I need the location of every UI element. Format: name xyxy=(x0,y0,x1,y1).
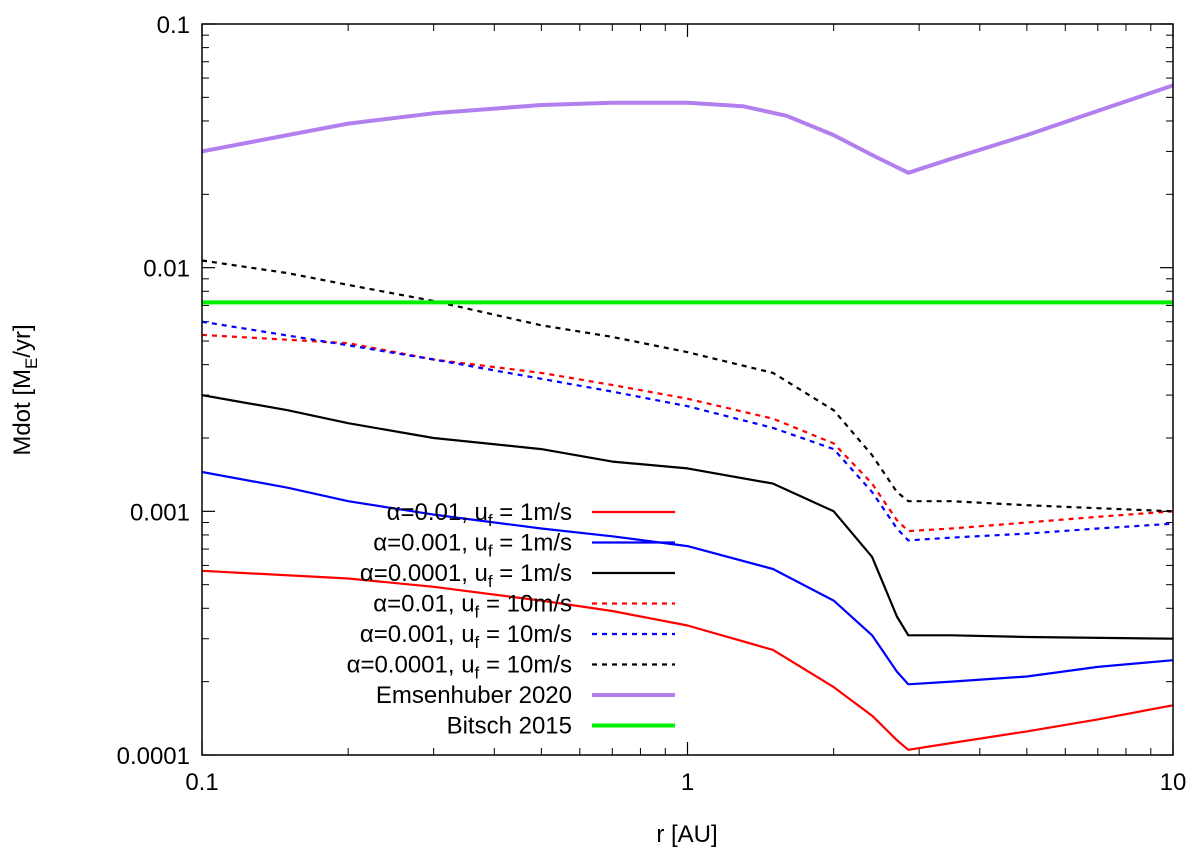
legend-label: α=0.01, uf = 10m/s xyxy=(373,591,572,622)
y-axis-title: Mdot [ME/yr] xyxy=(9,324,41,455)
series-line-6 xyxy=(202,259,1173,513)
y-tick-label: 0.001 xyxy=(130,499,190,526)
series-layer xyxy=(202,83,1173,751)
legend-label: α=0.0001, uf = 1m/s xyxy=(360,560,572,591)
legend-label: α=0.0001, uf = 10m/s xyxy=(347,652,572,683)
legend-label: α=0.001, uf = 1m/s xyxy=(373,530,572,561)
legend: α=0.01, uf = 1m/sα=0.001, uf = 1m/sα=0.0… xyxy=(347,499,675,740)
plot-area xyxy=(202,24,1173,755)
series-line-2 xyxy=(202,470,1173,686)
x-tick-labels: 0.1 1 10 xyxy=(185,769,1186,796)
series-line-4 xyxy=(202,333,1173,533)
series-line-3 xyxy=(202,394,1173,640)
y-tick-label: 0.0001 xyxy=(117,743,190,770)
x-tick-label: 0.1 xyxy=(185,769,218,796)
legend-label: Emsenhuber 2020 xyxy=(376,682,572,709)
legend-label: α=0.001, uf = 10m/s xyxy=(360,621,572,652)
plot-frame xyxy=(201,23,1174,756)
y-tick-labels: 0.0001 0.001 0.01 0.1 xyxy=(117,12,190,770)
legend-label: α=0.01, uf = 1m/s xyxy=(387,499,572,530)
x-axis-title: r [AU] xyxy=(656,821,717,848)
series-line-5 xyxy=(202,320,1173,542)
y-tick-label: 0.01 xyxy=(143,256,190,283)
legend-label: Bitsch 2015 xyxy=(447,713,572,740)
x-tick-label: 10 xyxy=(1160,769,1187,796)
series-line-7 xyxy=(202,83,1173,175)
series-line-1 xyxy=(202,569,1173,751)
x-tick-label: 1 xyxy=(681,769,694,796)
y-tick-label: 0.1 xyxy=(157,12,190,39)
